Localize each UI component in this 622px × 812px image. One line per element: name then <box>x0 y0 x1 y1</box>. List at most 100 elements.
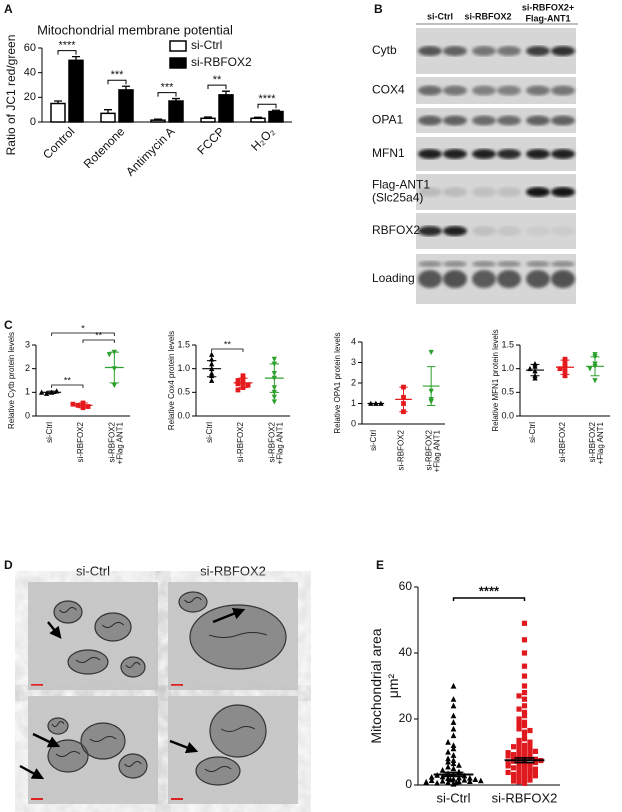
blot-band <box>551 270 575 288</box>
data-point <box>456 762 462 768</box>
bar <box>68 59 84 123</box>
y-tick-label: 0.0 <box>501 410 514 420</box>
error-bar <box>530 363 540 377</box>
column-label: si-RBFOX2 <box>200 563 266 578</box>
x-tick-label: Rotenone <box>81 124 128 171</box>
data-point <box>450 702 457 709</box>
blot-row-label: (Slc25a4) <box>372 191 423 205</box>
bar <box>250 117 266 123</box>
error-bar <box>514 757 535 764</box>
x-tick-label: si-Ctrl <box>205 422 214 443</box>
data-point <box>450 682 457 689</box>
x-tick-label: si-RBFOX2 <box>397 429 406 470</box>
data-point <box>450 760 457 767</box>
blot-row-label: COX4 <box>372 83 405 97</box>
data-point <box>209 351 215 357</box>
arrow <box>32 732 61 748</box>
data-point <box>423 778 430 785</box>
blot-band <box>551 46 575 56</box>
data-point <box>527 727 533 734</box>
bar <box>200 117 216 123</box>
data-point <box>271 356 277 363</box>
blot-row-label: Loading <box>372 271 415 285</box>
y-tick-label: 0.0 <box>177 410 190 420</box>
y-tick-label: 60 <box>399 579 413 593</box>
bar <box>268 110 284 123</box>
data-point <box>516 751 522 757</box>
blot-band <box>497 149 521 159</box>
x-tick-label: +Flag ANT1 <box>596 421 605 464</box>
data-point <box>516 726 522 732</box>
blot-band <box>526 85 550 96</box>
blot-band <box>497 261 521 267</box>
error-bar <box>172 97 180 102</box>
blot-band <box>551 226 575 236</box>
error-bar <box>54 100 62 104</box>
blot-band <box>472 270 496 288</box>
data-point <box>521 663 528 669</box>
blot-band <box>526 226 550 236</box>
data-point <box>527 744 533 750</box>
blot-band <box>443 149 467 159</box>
data-point <box>532 773 539 779</box>
data-point <box>235 381 241 387</box>
blot-band <box>418 149 442 159</box>
blot-band <box>418 270 442 288</box>
data-point <box>245 382 251 388</box>
blot-band <box>418 46 442 56</box>
mitochondrion <box>195 756 241 786</box>
blot-band <box>551 149 575 159</box>
data-point <box>235 387 241 393</box>
x-tick-label: si-RBFOX2 <box>107 421 116 462</box>
data-point <box>505 753 511 759</box>
significance-bracket <box>157 92 177 97</box>
data-point <box>467 778 473 784</box>
error-bar <box>104 109 112 114</box>
cristae <box>204 766 232 772</box>
data-point <box>428 773 435 780</box>
panel-label: D <box>4 558 13 572</box>
significance-label: ** <box>64 375 72 385</box>
mitochondrion <box>118 753 148 779</box>
data-point <box>562 356 568 362</box>
blot-band <box>443 226 467 236</box>
blot-band <box>497 85 521 96</box>
blot-band <box>526 261 550 267</box>
blot-band <box>497 115 521 126</box>
panel-label: C <box>4 318 13 332</box>
lane-label: si-Ctrl <box>427 11 453 21</box>
data-point <box>467 774 473 781</box>
data-point <box>516 764 522 770</box>
legend-swatch <box>169 40 187 52</box>
data-point <box>428 349 434 356</box>
data-point <box>111 382 117 389</box>
error-bar <box>269 363 280 393</box>
data-point <box>521 780 528 786</box>
data-point <box>445 748 451 755</box>
x-tick-label: Antimycin A <box>123 124 177 178</box>
y-tick-label: 60 <box>24 42 36 54</box>
data-point <box>510 775 517 781</box>
y-tick-label: 0 <box>351 418 356 428</box>
data-point <box>516 741 522 747</box>
blot-band <box>497 226 521 236</box>
blot-band <box>526 46 550 56</box>
x-tick-label: si-RBFOX2 <box>558 421 567 462</box>
significance-label: ** <box>95 330 103 340</box>
data-point <box>521 775 528 781</box>
data-point <box>516 706 522 712</box>
cristae <box>101 622 125 628</box>
data-point <box>38 389 45 395</box>
data-point <box>209 377 215 383</box>
data-point <box>271 394 277 400</box>
error-bar <box>72 55 80 61</box>
cristae <box>75 657 101 663</box>
data-point <box>521 673 528 679</box>
x-tick-label: si-Ctrl <box>369 430 378 451</box>
error-bar <box>560 359 570 375</box>
blot-band <box>443 187 467 197</box>
error-bar <box>154 118 162 121</box>
y-tick-label: 20 <box>399 711 413 725</box>
error-bar <box>46 390 57 395</box>
